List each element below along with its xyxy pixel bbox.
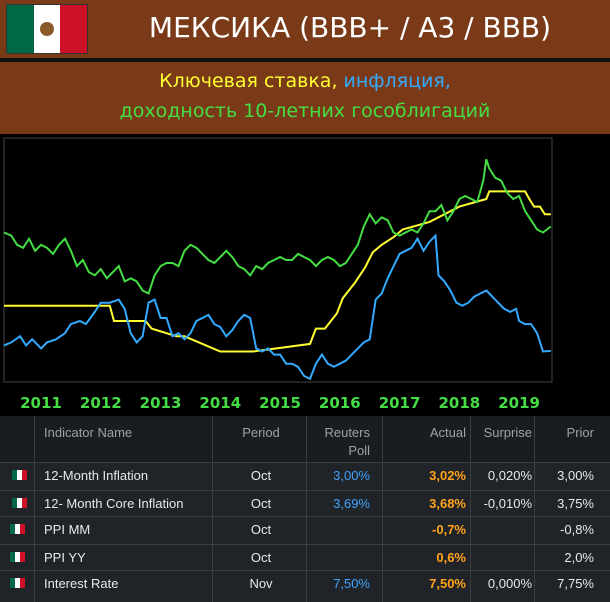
prior-value: 3,75% (557, 496, 594, 511)
period-value: Oct (250, 522, 272, 537)
period-value: Oct (250, 550, 272, 565)
table-row[interactable]: PPI YY Oct 0,6% 2,0% (0, 544, 610, 570)
x-tick-label: 2015 (259, 394, 301, 412)
surprise-value: 0,020% (487, 468, 532, 483)
poll-value: 7,50% (333, 576, 370, 591)
col-prior: Prior (566, 425, 594, 440)
series-line-2 (3, 233, 551, 381)
subtitle-key-rate: Ключевая ставка, (159, 70, 344, 92)
table-row[interactable]: PPI MM Oct -0,7% -0,8% (0, 516, 610, 542)
series-line-1 (4, 190, 551, 353)
period-value: Oct (250, 496, 272, 511)
indicator-name: Interest Rate (44, 576, 119, 591)
rates-line-chart: 9,0008,0007,0006,0005,0004,0003,000 2011… (0, 134, 610, 416)
col-actual: Actual (429, 425, 466, 440)
table-row[interactable]: 12- Month Core Inflation Oct 3,69% 3,68% -0,… (0, 490, 610, 516)
x-tick-label: 2012 (80, 394, 122, 412)
prior-value: 3,00% (557, 468, 594, 483)
table-header: Indicator Name Period Reuters Poll Actua… (0, 416, 610, 462)
indicators-table: Indicator Name Period Reuters Poll Actua… (0, 416, 610, 602)
subtitle-bond-yield: доходность 10-летних гособлигаций (119, 100, 491, 122)
header-divider (0, 58, 610, 62)
x-tick-label: 2016 (319, 394, 361, 412)
mexico-flag-icon (10, 578, 25, 588)
period-value: Oct (250, 468, 272, 483)
col-indicator-name: Indicator Name (44, 425, 133, 440)
mexico-flag-icon (12, 470, 27, 480)
indicator-name: 12- Month Core Inflation (44, 496, 184, 511)
surprise-value: -0,010% (483, 496, 532, 511)
page-title: МЕКСИКА (BBB+ / A3 / BBB) (148, 11, 552, 44)
prior-value: 7,75% (557, 576, 594, 591)
prior-value: 2,0% (564, 550, 594, 565)
col-period: Period (242, 425, 280, 440)
indicator-name: 12-Month Inflation (44, 468, 149, 483)
col-reuters-poll-line2: Poll (348, 443, 370, 458)
mexico-flag-icon (10, 524, 25, 534)
subtitle-inflation: инфляция, (343, 70, 451, 92)
indicator-name: PPI MM (44, 522, 91, 537)
poll-value: 3,69% (333, 496, 370, 511)
table-row[interactable]: 12-Month Inflation Oct 3,00% 3,02% 0,020% 3,0… (0, 462, 610, 488)
chart-subtitle: Ключевая ставка, инфляция, доходность 10… (0, 62, 610, 134)
surprise-value: 0,000% (487, 576, 532, 591)
actual-value: -0,7% (432, 522, 466, 537)
x-tick-label: 2019 (498, 394, 540, 412)
x-tick-label: 2013 (140, 394, 182, 412)
x-tick-label: 2017 (379, 394, 421, 412)
actual-value: 3,68% (429, 496, 466, 511)
actual-value: 3,02% (429, 468, 466, 483)
mexico-flag-icon (10, 552, 25, 562)
x-tick-label: 2018 (438, 394, 480, 412)
actual-value: 7,50% (429, 576, 466, 591)
header-bar: МЕКСИКА (BBB+ / A3 / BBB) (0, 0, 610, 58)
indicator-name: PPI YY (44, 550, 86, 565)
mexico-flag-icon (12, 498, 27, 508)
col-reuters-poll: Reuters (324, 425, 370, 440)
prior-value: -0,8% (560, 522, 594, 537)
x-tick-label: 2014 (199, 394, 241, 412)
mexico-flag-icon (6, 4, 88, 54)
period-value: Nov (249, 576, 273, 591)
x-tick-label: 2011 (20, 394, 62, 412)
poll-value: 3,00% (333, 468, 370, 483)
table-row[interactable]: Interest Rate Nov 7,50% 7,50% 0,000% 7,75% (0, 570, 610, 596)
col-surprise: Surprise (483, 425, 532, 440)
actual-value: 0,6% (436, 550, 466, 565)
series-line-3 (3, 158, 552, 295)
